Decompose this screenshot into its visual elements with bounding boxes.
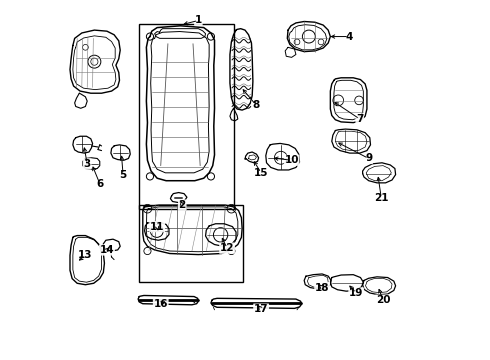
Text: 19: 19	[349, 288, 364, 298]
Text: 3: 3	[84, 159, 91, 169]
Text: 7: 7	[356, 114, 364, 124]
Bar	[139, 24, 234, 209]
Text: 13: 13	[78, 250, 93, 260]
Text: 12: 12	[220, 243, 234, 253]
Text: 9: 9	[365, 153, 372, 163]
Text: 21: 21	[374, 193, 389, 203]
Text: 17: 17	[254, 304, 269, 314]
Text: 20: 20	[376, 295, 391, 305]
Text: 5: 5	[120, 170, 127, 180]
Text: 15: 15	[254, 168, 269, 178]
Bar	[139, 205, 243, 282]
Text: 8: 8	[252, 100, 259, 110]
Text: 6: 6	[96, 179, 103, 189]
Text: 10: 10	[284, 155, 299, 165]
Text: 2: 2	[179, 200, 186, 210]
Text: 1: 1	[195, 15, 202, 26]
Text: 14: 14	[99, 245, 114, 255]
Text: 16: 16	[153, 299, 168, 309]
Text: 18: 18	[315, 283, 329, 293]
Text: 4: 4	[345, 32, 353, 41]
Text: 11: 11	[150, 222, 164, 231]
